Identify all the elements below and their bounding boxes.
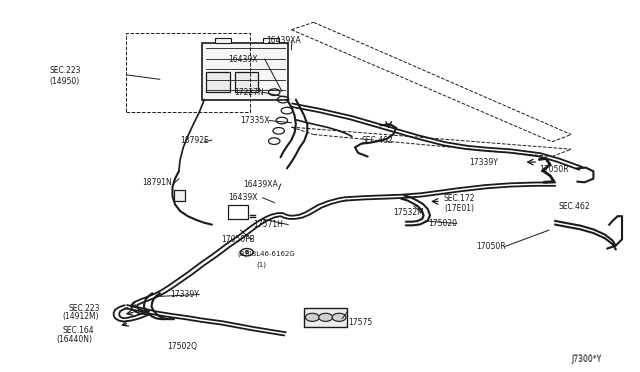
Text: (14950): (14950) (50, 77, 80, 86)
Text: 17339Y: 17339Y (171, 290, 200, 299)
Text: 17339Y: 17339Y (469, 158, 499, 167)
Text: J7300*Y: J7300*Y (572, 355, 602, 363)
Text: 16439X: 16439X (228, 55, 257, 64)
Text: B: B (244, 250, 249, 255)
Text: SEC.223: SEC.223 (69, 304, 100, 312)
Bar (263, 38, 278, 42)
Text: 18791N: 18791N (142, 178, 172, 187)
Circle shape (305, 313, 319, 321)
Text: 17050R: 17050R (476, 242, 506, 251)
Circle shape (332, 313, 346, 321)
Bar (126, 33, 250, 112)
Text: SEC.172: SEC.172 (444, 195, 476, 203)
Text: 17532M: 17532M (393, 208, 424, 217)
Bar (304, 308, 348, 327)
Text: (16440N): (16440N) (56, 335, 92, 344)
Text: (14912M): (14912M) (63, 312, 99, 321)
Bar (173, 190, 185, 201)
Text: J7300*Y: J7300*Y (571, 355, 602, 364)
Text: 17502Q: 17502Q (168, 341, 197, 350)
Text: 175020: 175020 (428, 219, 457, 228)
Text: SEC.462: SEC.462 (559, 202, 590, 211)
Text: (B)08L46-6162G: (B)08L46-6162G (237, 251, 295, 257)
Bar (202, 42, 288, 100)
Text: 18792E: 18792E (180, 135, 209, 144)
Text: 16439X: 16439X (228, 193, 257, 202)
Text: 17575: 17575 (349, 318, 373, 327)
Text: 17571H: 17571H (253, 220, 283, 229)
Bar (236, 72, 258, 92)
Circle shape (319, 313, 333, 321)
Text: 17335X: 17335X (241, 116, 270, 125)
Text: (17E01): (17E01) (444, 204, 474, 213)
Text: 17050FB: 17050FB (221, 235, 255, 244)
Text: (1): (1) (257, 262, 266, 268)
Text: SEC.164: SEC.164 (63, 326, 94, 335)
Text: SEC.462: SEC.462 (362, 135, 393, 144)
Text: 17050R: 17050R (540, 165, 569, 174)
Bar (215, 38, 231, 42)
Text: SEC.223: SEC.223 (50, 65, 81, 75)
Bar (228, 205, 248, 219)
Text: 17227N: 17227N (234, 88, 264, 97)
Text: 16439XA: 16439XA (244, 180, 278, 189)
Text: 16439XA: 16439XA (266, 36, 301, 45)
Bar (205, 72, 230, 92)
